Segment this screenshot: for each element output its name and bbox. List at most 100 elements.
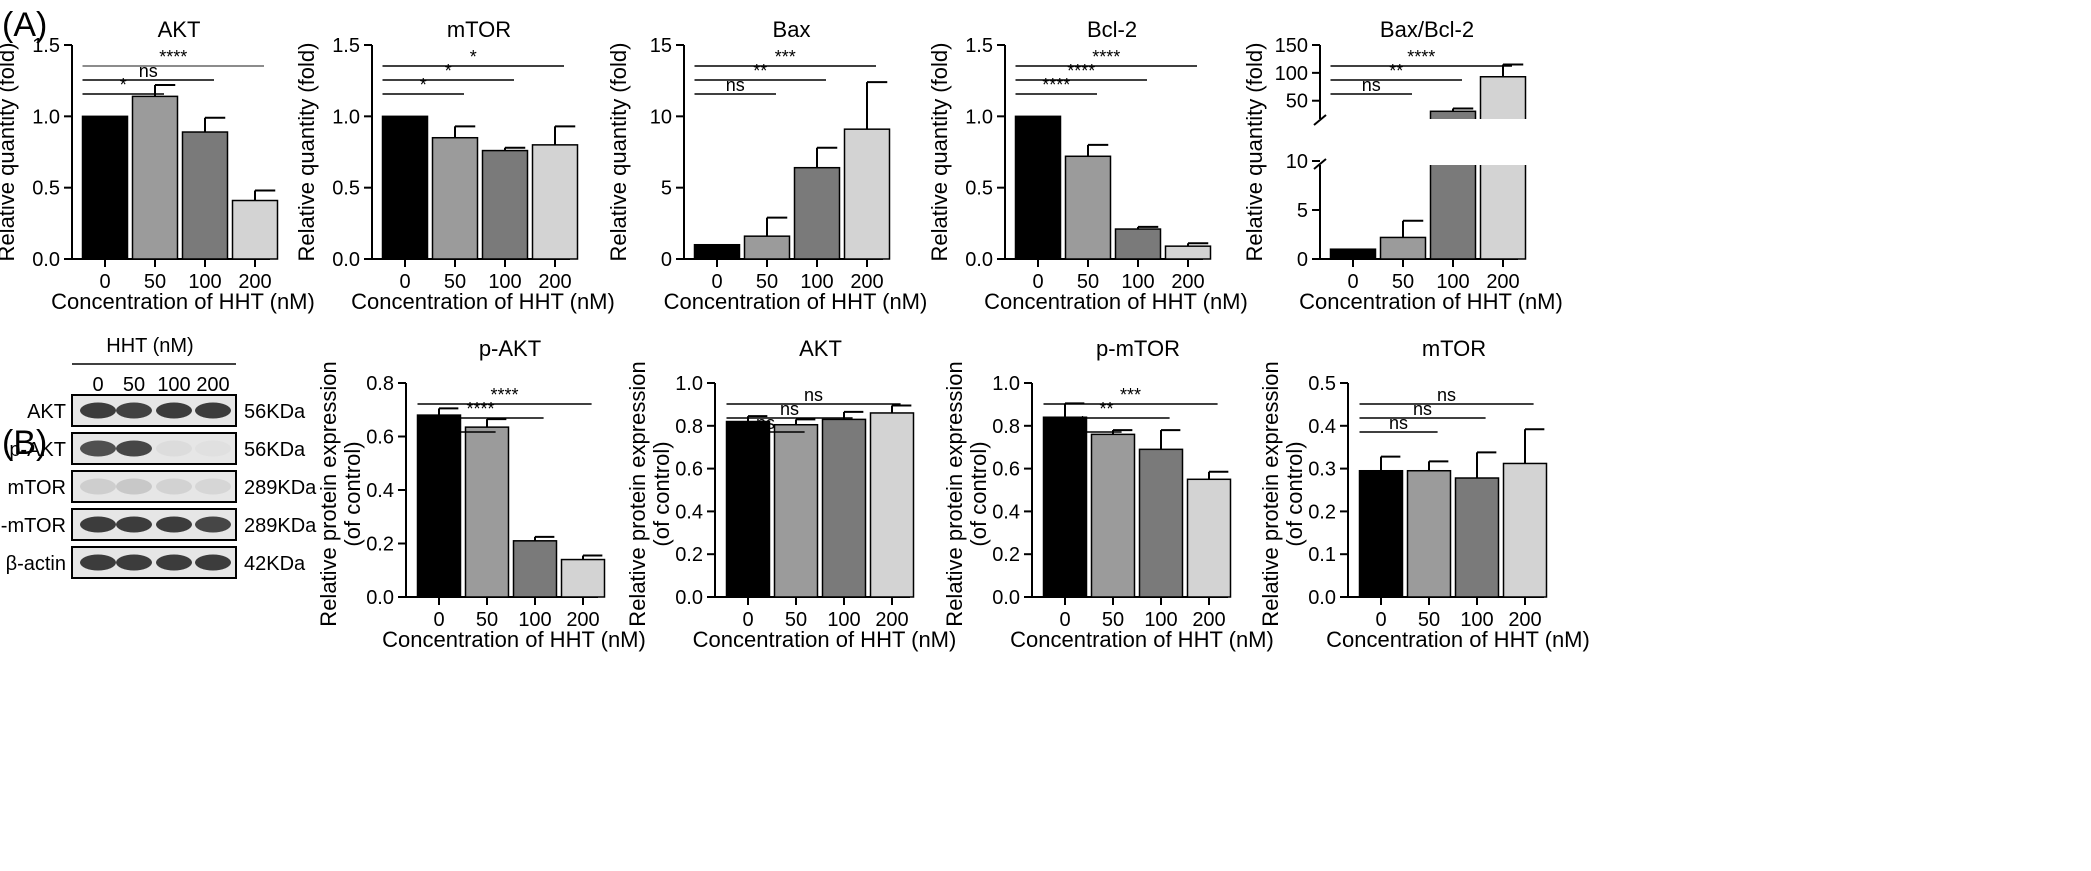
y-tick-label: 0.6 (675, 459, 703, 481)
western-blot: HHT (nM)0 50 100 200 AKT 56KDa p-AKT 56KDa mTOR 2… (0, 335, 317, 579)
y-tick-label: 0.2 (1308, 501, 1336, 523)
axis-break-mark (1313, 114, 1327, 126)
blot-band (116, 516, 152, 533)
x-tick-label: 100 (800, 271, 833, 293)
significance-label: **** (1092, 47, 1120, 67)
y-tick-label: 0.3 (1308, 459, 1336, 481)
x-tick-label: 200 (566, 609, 599, 631)
size-label: 42KDa (244, 553, 306, 575)
blot-band (156, 516, 192, 533)
x-tick-label: 50 (785, 609, 807, 631)
y-tick-label: 0.2 (675, 544, 703, 566)
significance-label: ns (780, 399, 799, 419)
blot-band (116, 554, 152, 571)
x-tick-label: 50 (1392, 271, 1414, 293)
x-tick-label: 0 (1032, 271, 1043, 293)
x-axis-title: Concentration of HHT (nM) (984, 289, 1248, 314)
y-tick-label: 15 (650, 35, 672, 57)
bar-0 (81, 115, 129, 260)
bar-50 (1064, 155, 1112, 260)
blot-band (195, 478, 231, 495)
size-label: 289KDa (244, 515, 317, 537)
axis-break-mark (1313, 158, 1327, 170)
x-axis-title: Concentration of HHT (nM) (693, 627, 957, 652)
bar-0 (416, 414, 462, 598)
chart-title: Bax/Bcl-2 (1380, 17, 1474, 42)
y-tick-label: 1.5 (32, 35, 60, 57)
blot-band (156, 478, 192, 495)
chart-title: mTOR (1422, 336, 1486, 361)
y-tick-label: 0.8 (366, 373, 394, 395)
significance-label: ** (753, 61, 767, 81)
bar-50 (1090, 433, 1136, 598)
x-tick-label: 50 (1102, 609, 1124, 631)
blot-band (80, 554, 116, 571)
bar-200 (1186, 478, 1232, 598)
charts: AKT 0.0 0.5 1.0 1.5 Relative quantity (fold) 0… (0, 17, 1590, 652)
y-tick-label: 0.5 (332, 178, 360, 200)
significance-label: ns (756, 413, 775, 433)
y-tick-label: 0.4 (992, 501, 1020, 523)
x-tick-label: 100 (518, 609, 551, 631)
y-tick-label: 50 (1286, 91, 1308, 113)
y-axis-title: Relative quantity (fold) (606, 43, 631, 262)
x-tick-label: 0 (1059, 609, 1070, 631)
chart-title: AKT (158, 17, 201, 42)
y-tick-label: 10 (650, 106, 672, 128)
x-tick-label: 100 (1460, 609, 1493, 631)
significance-label: **** (1067, 61, 1095, 81)
protein-label: β-actin (6, 553, 66, 575)
chart-3: Bcl-2 0.0 0.5 1.0 1.5 Relative quantity (fold… (927, 17, 1248, 314)
chart-0: AKT 0.0 0.5 1.0 1.5 Relative quantity (fold) 0… (0, 17, 315, 314)
y-tick-label: 0.0 (32, 249, 60, 271)
blot-header: HHT (nM) (106, 335, 193, 357)
y-axis-title: (of control) (649, 441, 674, 546)
y-tick-label: 0.2 (366, 534, 394, 556)
y-axis-title: Relative protein expression (1258, 361, 1283, 626)
chart-8: mTOR 0.0 0.1 0.2 0.3 0.4 0.5 Relative protein e… (1258, 336, 1590, 652)
y-tick-label: 0.6 (992, 459, 1020, 481)
size-label: 56KDa (244, 401, 306, 423)
bar-200 (843, 128, 891, 260)
x-axis-title: Concentration of HHT (nM) (51, 289, 315, 314)
x-tick-label: 100 (1436, 271, 1469, 293)
significance-label: ns (1389, 413, 1408, 433)
protein-label: mTOR (7, 477, 66, 499)
y-axis-title: Relative quantity (fold) (294, 43, 319, 262)
significance-label: ** (1389, 61, 1403, 81)
y-axis-title: Relative quantity (fold) (1242, 43, 1267, 262)
significance-label: * (453, 413, 460, 433)
y-tick-label: 5 (661, 178, 672, 200)
y-tick-label: 0.0 (675, 587, 703, 609)
bar-0 (1042, 416, 1088, 598)
x-tick-label: 100 (1144, 609, 1177, 631)
y-tick-label: 0.8 (675, 416, 703, 438)
x-axis-title: Concentration of HHT (nM) (1299, 289, 1563, 314)
bar-50 (131, 95, 179, 260)
bar-200 (560, 558, 606, 598)
y-tick-label: 0 (661, 249, 672, 271)
lane-label: 200 (196, 374, 229, 396)
bar-break-gap (1478, 119, 1528, 165)
bar-100 (1114, 228, 1162, 260)
chart-7: p-mTOR 0.0 0.2 0.4 0.6 0.8 1.0 Relative protein… (942, 336, 1274, 652)
y-tick-label: 0.8 (992, 416, 1020, 438)
bar-100 (821, 418, 867, 598)
significance-label: ** (1100, 399, 1114, 419)
x-tick-label: 100 (1121, 271, 1154, 293)
protein-label: AKT (27, 401, 66, 423)
bar-0 (1329, 248, 1377, 260)
x-tick-label: 200 (875, 609, 908, 631)
x-tick-label: 0 (433, 609, 444, 631)
bar-50 (1379, 236, 1427, 260)
y-tick-label: 1.0 (965, 106, 993, 128)
significance-label: **** (1042, 75, 1070, 95)
bar-break-gap (1428, 119, 1478, 165)
y-tick-label: 0 (1297, 249, 1308, 271)
x-tick-label: 0 (99, 271, 110, 293)
x-axis-title: Concentration of HHT (nM) (382, 627, 646, 652)
bar-200 (869, 412, 915, 598)
significance-label: * (120, 75, 127, 95)
blot-band (80, 516, 116, 533)
y-tick-label: 0.0 (366, 587, 394, 609)
